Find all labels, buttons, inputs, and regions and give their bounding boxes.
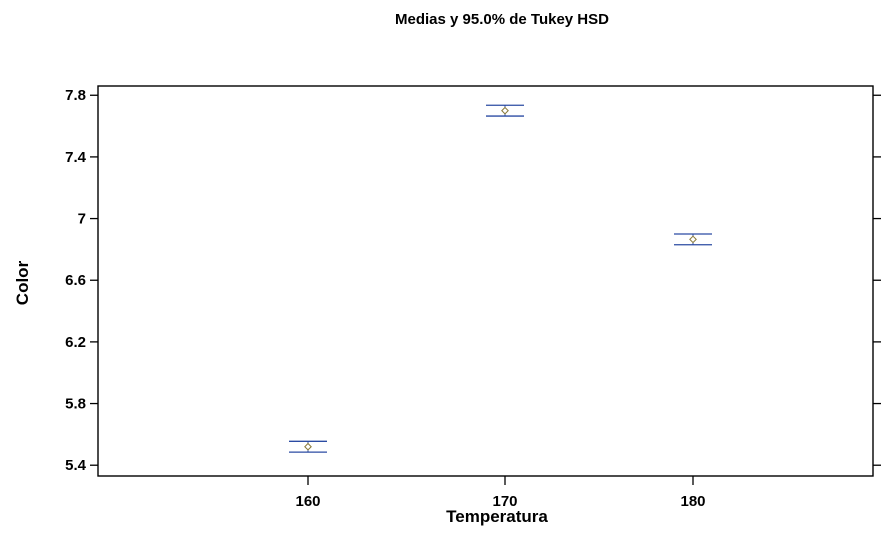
interval-160 [289, 440, 327, 453]
y-tick-label: 5.8 [65, 396, 86, 413]
mean-marker [689, 235, 697, 244]
y-axis-label: Color [13, 260, 32, 305]
mean-marker [304, 442, 312, 451]
x-tick-label: 170 [492, 493, 517, 510]
plot-frame [97, 85, 874, 477]
x-axis-ticks [307, 476, 694, 485]
x-axis-tick-labels: 160 170 180 [295, 493, 705, 510]
y-axis-ticks [90, 94, 881, 466]
y-tick-label: 7.8 [65, 87, 86, 104]
y-tick-label: 7.4 [65, 149, 87, 166]
y-axis-tick-labels: 5.4 5.8 6.2 6.6 7 7.4 7.8 [65, 87, 87, 474]
mean-marker [501, 106, 509, 115]
y-tick-label: 5.4 [65, 457, 87, 474]
interval-170 [486, 104, 524, 117]
y-tick-label: 7 [78, 211, 86, 228]
y-tick-label: 6.2 [65, 334, 86, 351]
chart-title: Medias y 95.0% de Tukey HSD [395, 11, 609, 28]
x-tick-label: 160 [295, 493, 320, 510]
interval-series [289, 104, 712, 453]
x-tick-label: 180 [680, 493, 705, 510]
y-tick-label: 6.6 [65, 272, 86, 289]
x-axis-label: Temperatura [446, 507, 548, 526]
interval-180 [674, 233, 712, 246]
